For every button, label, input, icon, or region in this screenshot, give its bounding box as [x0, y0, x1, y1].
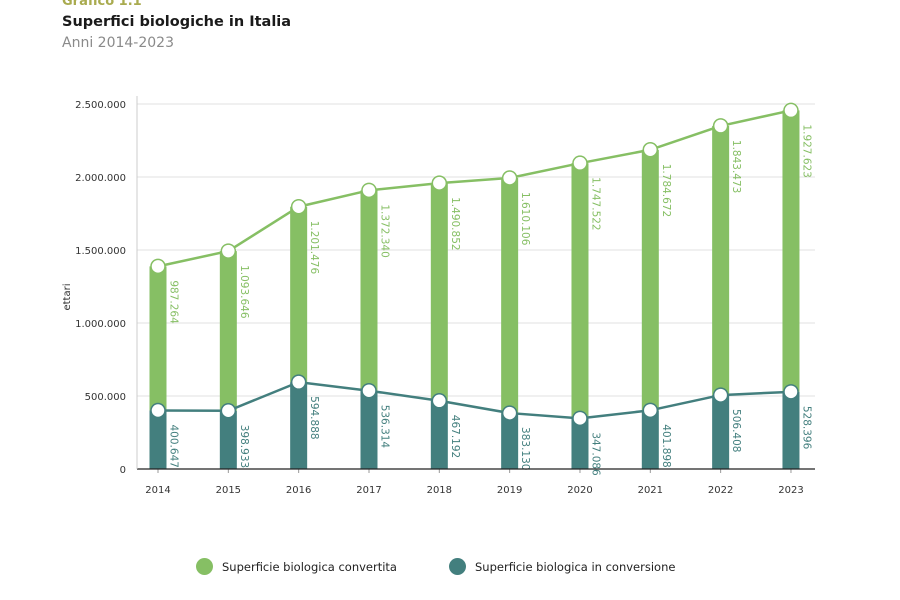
- marker-conversione: [712, 387, 729, 403]
- marker-conversione: [431, 393, 448, 409]
- bar-conversione: [430, 400, 448, 469]
- legend-label-conversione: Superficie biologica in conversione: [475, 559, 676, 574]
- figure-number: Grafico 1.1: [62, 0, 142, 9]
- data-label-convertita: 1.201.476: [308, 221, 320, 275]
- data-label-convertita: 1.490.852: [449, 197, 461, 250]
- marker-conversione: [150, 402, 166, 419]
- y-tick-label: 2.000.000: [75, 173, 126, 184]
- x-tick-label: 2015: [216, 485, 241, 496]
- legend-swatch-convertita: [196, 558, 213, 575]
- marker-totale: [431, 175, 448, 191]
- y-tick-label: 500.000: [85, 392, 126, 403]
- marker-totale: [290, 198, 307, 215]
- marker-conversione: [572, 410, 588, 427]
- marker-conversione: [642, 402, 659, 419]
- marker-totale: [361, 182, 377, 199]
- data-label-convertita: 987.264: [168, 280, 180, 324]
- bar-convertita: [149, 266, 167, 411]
- data-label-convertita: 1.927.623: [800, 124, 812, 177]
- bar-conversione: [219, 410, 237, 469]
- data-label-conversione: 467.192: [449, 415, 461, 458]
- bar-conversione: [712, 395, 730, 469]
- chart-subtitle: Anni 2014-2023: [62, 35, 174, 51]
- x-tick-label: 2016: [286, 485, 311, 496]
- marker-totale: [712, 118, 729, 134]
- marker-totale: [501, 170, 518, 186]
- marker-conversione: [290, 374, 307, 390]
- marker-conversione: [783, 384, 799, 400]
- data-label-conversione: 400.647: [168, 425, 180, 468]
- bar-convertita: [290, 206, 308, 383]
- bar-convertita: [219, 251, 237, 411]
- x-tick-label: 2018: [427, 485, 452, 496]
- bar-convertita: [360, 190, 378, 391]
- y-tick-label: 0: [120, 465, 126, 476]
- marker-totale: [220, 243, 237, 259]
- bar-convertita: [430, 183, 448, 401]
- y-tick-label: 2.500.000: [75, 100, 126, 111]
- y-tick-label: 1.500.000: [75, 246, 126, 257]
- chart-title: Superfici biologiche in Italia: [62, 14, 292, 30]
- legend-item-convertita: Superficie biologica convertita: [196, 558, 397, 575]
- bar-convertita: [571, 163, 589, 419]
- bar-conversione: [360, 390, 378, 469]
- data-label-conversione: 594.888: [308, 396, 320, 439]
- data-label-conversione: 383.130: [519, 427, 531, 470]
- bar-convertita: [641, 149, 659, 411]
- bar-conversione: [641, 410, 659, 469]
- x-tick-label: 2017: [356, 485, 381, 496]
- data-label-convertita: 1.843.473: [730, 140, 742, 193]
- bar-convertita: [501, 177, 519, 414]
- data-label-conversione: 401.898: [660, 424, 672, 467]
- data-label-convertita: 1.093.646: [238, 265, 250, 319]
- bar-conversione: [290, 382, 308, 469]
- marker-conversione: [501, 405, 518, 421]
- x-tick-label: 2022: [708, 485, 733, 496]
- data-label-convertita: 1.372.340: [378, 204, 390, 257]
- x-tick-label: 2019: [497, 485, 522, 496]
- bar-conversione: [501, 413, 519, 469]
- data-label-convertita: 1.747.522: [589, 177, 601, 230]
- x-tick-label: 2020: [567, 485, 592, 496]
- bar-conversione: [149, 410, 167, 469]
- bar-conversione: [571, 418, 589, 469]
- bar-convertita: [782, 110, 800, 392]
- data-label-conversione: 528.396: [800, 406, 812, 450]
- bar-convertita: [712, 125, 730, 396]
- data-label-conversione: 506.408: [730, 409, 742, 452]
- data-label-conversione: 398.933: [238, 425, 250, 468]
- legend-label-convertita: Superficie biologica convertita: [222, 559, 397, 574]
- marker-conversione: [220, 403, 237, 419]
- data-label-conversione: 536.314: [378, 405, 390, 449]
- y-tick-label: 1.000.000: [75, 319, 126, 330]
- line-totale: [157, 109, 792, 268]
- data-label-conversione: 347.086: [589, 432, 601, 476]
- line-conversione: [157, 380, 792, 420]
- data-label-convertita: 1.784.672: [660, 164, 672, 217]
- bar-conversione: [782, 391, 800, 469]
- marker-totale: [150, 258, 166, 275]
- x-tick-label: 2021: [638, 485, 663, 496]
- marker-totale: [572, 155, 588, 171]
- x-tick-label: 2023: [778, 485, 803, 496]
- data-label-convertita: 1.610.106: [519, 192, 531, 246]
- y-axis-label: ettari: [62, 283, 73, 310]
- marker-totale: [783, 102, 799, 119]
- x-tick-label: 2014: [145, 485, 170, 496]
- marker-conversione: [361, 382, 377, 399]
- legend-item-conversione: Superficie biologica in conversione: [449, 558, 675, 575]
- legend-swatch-conversione: [449, 558, 466, 575]
- marker-totale: [642, 142, 659, 158]
